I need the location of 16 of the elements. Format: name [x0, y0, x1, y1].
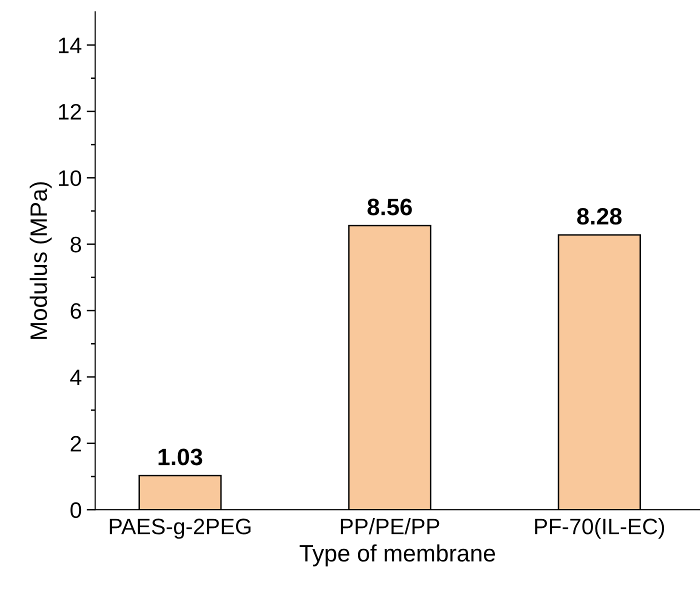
y-tick-label: 10: [58, 170, 82, 186]
data-label: 8.56: [368, 198, 412, 216]
y-tick-label: 12: [58, 104, 81, 120]
x-tick-label: PP/PE/PP: [340, 518, 440, 534]
x-tick-label: PF-70(IL-EC): [535, 518, 664, 539]
y-tick-label: 14: [58, 38, 82, 54]
y-tick-label: 4: [70, 370, 82, 385]
data-label: 1.03: [158, 448, 202, 466]
y-tick-label: 6: [70, 303, 82, 319]
y-tick-label: 0: [70, 502, 82, 518]
x-tick-label: PAES-g-2PEG: [110, 518, 250, 539]
y-tick-label: 2: [70, 436, 81, 452]
y-tick-label: 8: [70, 236, 82, 252]
y-axis-title: Modulus (MPa): [30, 182, 52, 339]
data-label: 8.28: [577, 208, 622, 225]
x-axis-title: Type of membrane: [300, 544, 495, 566]
